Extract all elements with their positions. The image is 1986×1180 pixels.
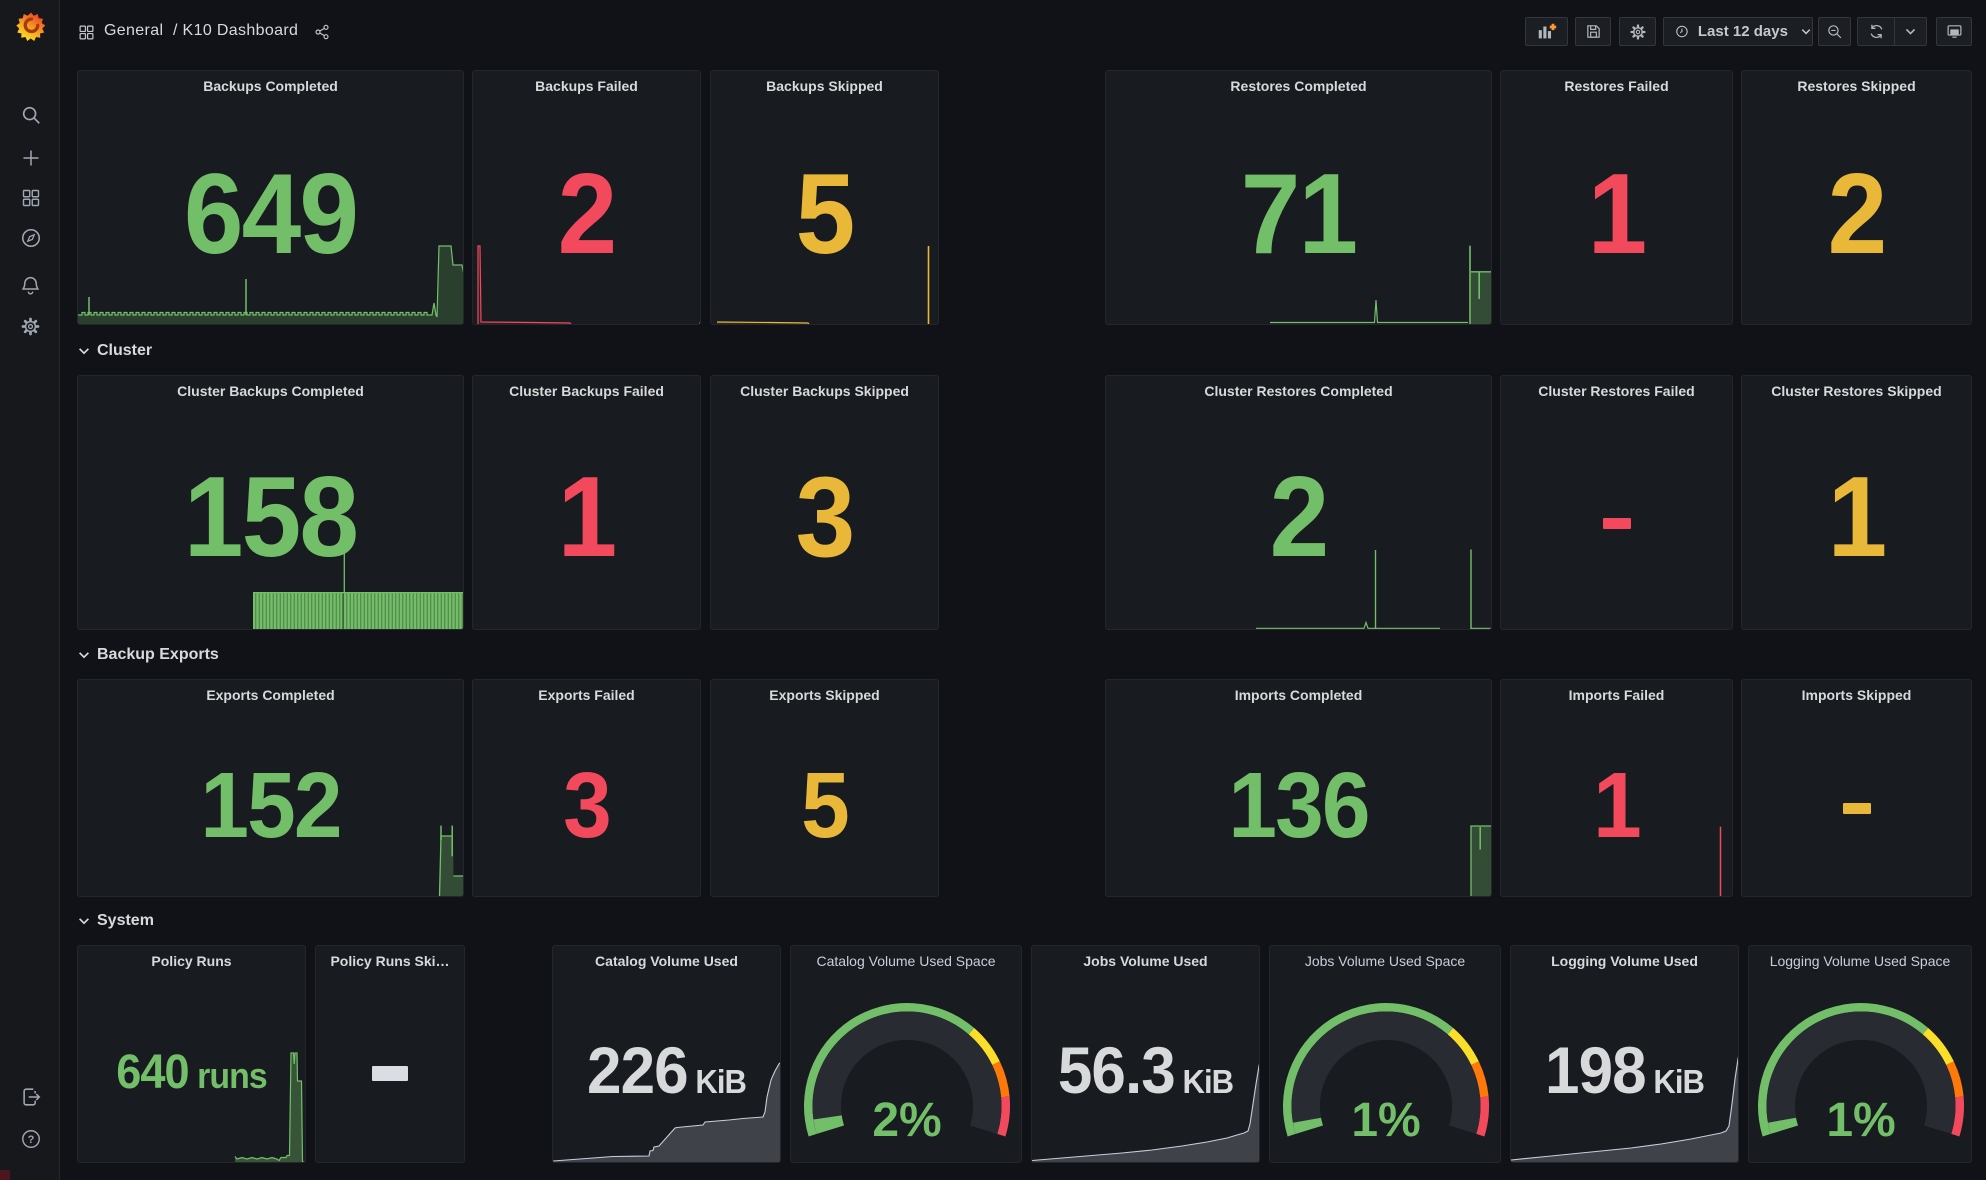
svg-text:1%: 1%: [1826, 1094, 1895, 1147]
svg-text:2%: 2%: [872, 1094, 941, 1147]
svg-text:1%: 1%: [1351, 1094, 1420, 1147]
svg-text:?: ?: [28, 1134, 35, 1146]
